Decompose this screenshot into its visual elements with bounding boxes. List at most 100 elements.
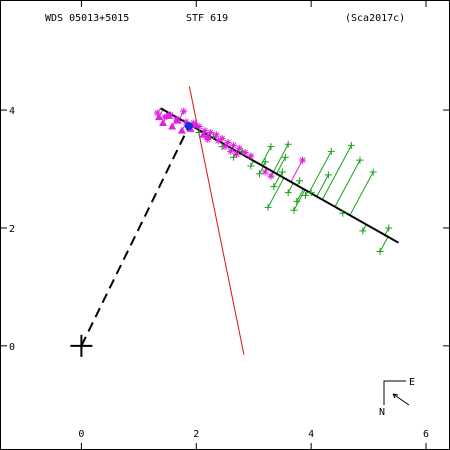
observation-triangle-marker: [164, 111, 173, 119]
observation-asterisk-marker: [230, 141, 238, 149]
observation-plus-marker: [210, 133, 218, 141]
observation-triangle-marker: [177, 126, 186, 134]
primary-star-marker: [70, 334, 93, 357]
residual-segment: [308, 151, 332, 193]
observation-plus-marker: [284, 140, 292, 148]
primary-star-cross: [70, 334, 93, 357]
observation-asterisk-marker: [232, 150, 240, 158]
observation-plus-marker: [369, 168, 377, 176]
y-tick-label: 4: [9, 106, 15, 117]
compass-axes: [383, 380, 406, 405]
observation-plus-marker: [281, 153, 289, 161]
observation-plus-marker: [195, 128, 203, 136]
observation-asterisk-marker: [267, 172, 275, 180]
orbit-path: [160, 107, 399, 244]
residual-segment: [267, 177, 285, 208]
observation-plus-marker: [284, 189, 292, 197]
line-of-nodes: [188, 86, 245, 355]
observation-plus-marker: [290, 206, 298, 214]
observation-plus-marker: [270, 183, 278, 191]
observation-triangle-marker: [154, 113, 163, 121]
residual-segment: [296, 188, 304, 202]
observation-plus-marker: [359, 227, 367, 235]
observation-plus-marker: [278, 168, 286, 176]
compass-east-label: E: [409, 377, 415, 388]
star-name: STF 619: [186, 13, 228, 24]
observation-triangle-marker: [199, 130, 208, 138]
x-tick-label: 4: [308, 429, 314, 440]
observation-asterisk-marker: [299, 156, 307, 164]
observation-asterisk-marker: [214, 137, 222, 145]
residual-segment: [272, 144, 289, 173]
residual-segment: [290, 159, 303, 183]
observation-asterisk-marker: [161, 113, 169, 121]
observation-asterisk-marker: [207, 128, 215, 136]
observation-asterisk-marker: [221, 143, 229, 151]
primary-to-periastron-line: [80, 122, 192, 347]
observation-plus-marker: [356, 156, 364, 164]
observation-asterisk-marker: [261, 168, 269, 176]
compass-north-label: N: [379, 407, 385, 418]
observation-plus-marker: [296, 177, 304, 185]
wds-id: WDS 05013+5015: [45, 13, 129, 24]
node-line: [188, 86, 245, 355]
observation-points: [153, 107, 393, 256]
residual-segment: [273, 175, 281, 187]
observation-plus-marker: [264, 203, 272, 211]
observation-asterisk-marker: [182, 118, 190, 126]
residual-segment: [362, 224, 367, 232]
residual-segment: [316, 174, 329, 197]
observation-plus-marker: [293, 197, 301, 205]
observation-asterisk-marker: [218, 134, 226, 142]
observation-plus-marker: [339, 209, 347, 217]
observation-asterisk-marker: [227, 147, 235, 155]
observation-plus-marker: [347, 141, 355, 149]
observation-asterisk-marker: [241, 148, 249, 156]
dashed-segment: [80, 122, 192, 347]
residual-segment: [259, 166, 264, 174]
observation-plus-marker: [376, 248, 384, 256]
compass-direction-arrow-icon: [392, 393, 410, 406]
observation-plus-marker: [385, 224, 393, 232]
observation-asterisk-marker: [172, 115, 180, 123]
residual-segment: [293, 189, 306, 211]
x-tick-label: 6: [423, 429, 429, 440]
y-tick-label: 2: [9, 224, 15, 235]
x-tick-label: 2: [193, 429, 199, 440]
observation-triangle-marker: [173, 116, 182, 124]
residual-segment: [321, 145, 352, 200]
observation-plus-marker: [324, 171, 332, 179]
observation-asterisk-marker: [201, 127, 209, 135]
observation-plus-marker: [261, 158, 269, 166]
y-tick-label: 0: [9, 342, 15, 353]
residual-segment: [334, 159, 361, 208]
orbit-reference: (Sca2017c): [345, 13, 405, 24]
observation-triangle-marker: [192, 120, 201, 128]
residual-segment: [384, 227, 390, 236]
observation-asterisk-marker: [212, 131, 220, 139]
observation-plus-marker: [267, 143, 275, 151]
periastron-point: [184, 121, 193, 130]
observation-asterisk-marker: [153, 109, 161, 117]
observation-asterisk-marker: [180, 107, 188, 115]
compass: E N: [379, 377, 415, 418]
residual-segment: [276, 156, 286, 174]
observation-asterisk-marker: [224, 138, 232, 146]
orbit-line: [160, 107, 399, 244]
residual-segment: [349, 171, 374, 216]
observation-plus-marker: [247, 162, 255, 170]
residual-segment: [379, 236, 389, 252]
observation-triangle-marker: [158, 119, 167, 127]
observation-plus-marker: [255, 170, 263, 178]
observation-asterisk-marker: [247, 152, 255, 160]
observation-triangle-marker: [203, 132, 212, 140]
observation-plus-marker: [230, 153, 238, 161]
observation-triangle-marker: [168, 122, 177, 130]
observation-plus-marker: [307, 189, 315, 197]
observation-plus-marker: [327, 147, 335, 155]
observation-plus-marker: [301, 192, 309, 200]
observation-asterisk-marker: [166, 111, 174, 119]
